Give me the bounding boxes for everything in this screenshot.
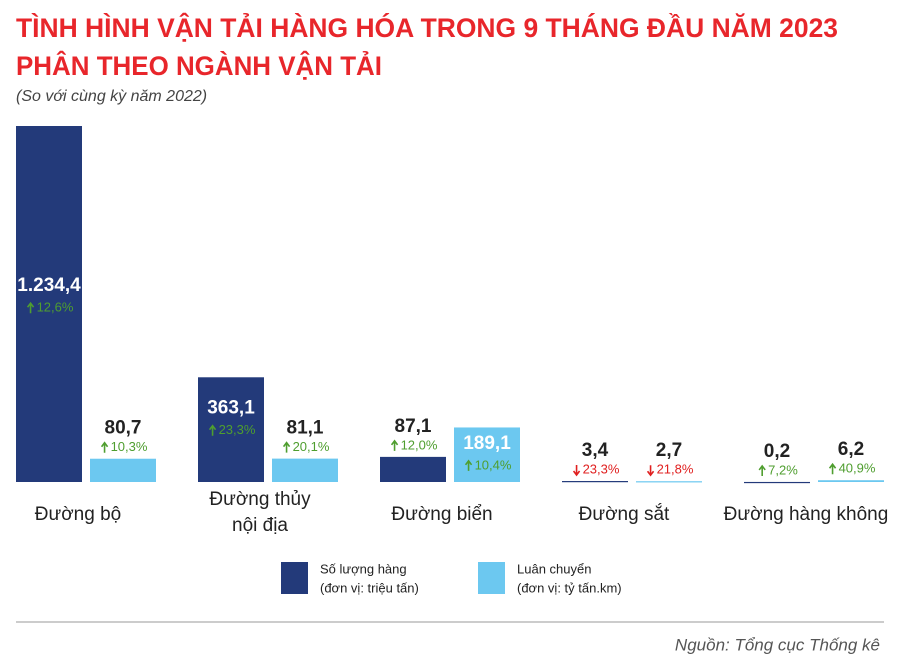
bar: [16, 126, 82, 482]
change-arrow: [208, 424, 217, 436]
change-label: 23,3%: [219, 422, 256, 437]
bar: [454, 427, 520, 482]
value-label: 87,1: [395, 416, 432, 437]
x-tick-label-group: Đường thủy nội địa: [209, 489, 311, 536]
change-label: 10,3%: [111, 439, 148, 454]
value-label: 1.234,4: [17, 275, 81, 296]
change-arrow: [390, 439, 399, 451]
x-tick-label: Đường biển: [391, 504, 492, 525]
change-label: 12,6%: [37, 300, 74, 315]
legend-swatch: [478, 562, 505, 594]
change-arrow: [26, 301, 35, 314]
bar: [818, 480, 884, 482]
legend-label: Luân chuyển: [517, 561, 591, 576]
x-tick-label: Đường hàng không: [724, 504, 889, 525]
change-label: 20,1%: [293, 439, 330, 454]
legend-unit: (đơn vị: tỷ tấn.km): [517, 580, 622, 595]
change-arrow: [828, 462, 837, 475]
value-label: 189,1: [463, 433, 511, 454]
bar: [562, 481, 628, 483]
value-label: 2,7: [656, 440, 682, 461]
bar: [198, 377, 264, 482]
change-arrow: [282, 441, 291, 453]
change-arrow: [100, 441, 109, 453]
source: Nguồn: Tổng cục Thống kê: [675, 635, 880, 654]
change-label: 40,9%: [839, 461, 876, 476]
value-label: 80,7: [105, 418, 142, 439]
legend-swatch: [281, 562, 308, 594]
x-tick-label: Đường sắt: [579, 503, 670, 525]
change-label: 12,0%: [401, 437, 438, 452]
bar: [272, 458, 338, 482]
value-label: 81,1: [287, 418, 324, 439]
change-arrow: [646, 465, 655, 477]
legend-label: Số lượng hàng: [320, 561, 407, 576]
chart-title: TÌNH HÌNH VẬN TẢI HÀNG HÓA TRONG 9 THÁNG…: [16, 11, 838, 43]
change-arrow: [464, 459, 473, 471]
bar: [380, 456, 446, 482]
legend-unit: (đơn vị: triệu tấn): [320, 580, 419, 595]
change-label: 21,8%: [657, 462, 694, 477]
x-tick-label: Đường thủy: [209, 489, 311, 510]
x-tick-label: Đường bộ: [35, 504, 121, 525]
value-label: 0,2: [764, 441, 790, 462]
x-tick-label: nội địa: [232, 515, 288, 536]
change-label: 23,3%: [583, 461, 620, 476]
change-label: 10,4%: [475, 457, 512, 472]
chart-subtitle: (So với cùng kỳ năm 2022): [16, 88, 207, 105]
bar: [90, 458, 156, 482]
bar: [744, 481, 810, 484]
value-label: 363,1: [207, 398, 255, 419]
change-arrow: [572, 465, 581, 477]
bar: [636, 481, 702, 483]
change-label: 7,2%: [768, 462, 798, 477]
chart-title: PHÂN THEO NGÀNH VẬN TẢI: [16, 49, 382, 81]
value-label: 3,4: [582, 440, 609, 461]
value-label: 6,2: [838, 439, 864, 460]
change-arrow: [758, 464, 766, 476]
